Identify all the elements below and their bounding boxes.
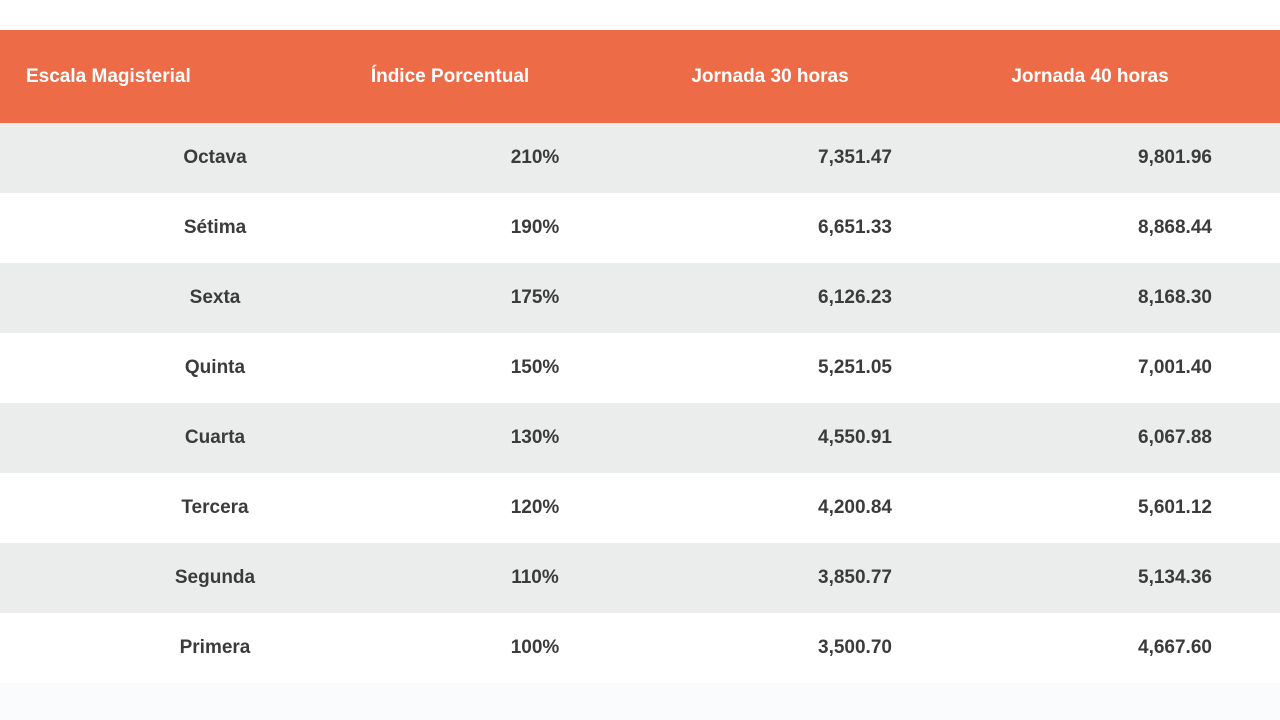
table-cell: 110% bbox=[511, 567, 559, 588]
column-header: Escala Magisterial bbox=[0, 30, 320, 123]
table-cell: 100% bbox=[510, 637, 560, 658]
table-row: Primera 100% 3,500.70 4,667.60 bbox=[0, 613, 1280, 683]
table-row: Tercera 120% 4,200.84 5,601.12 bbox=[0, 473, 1280, 543]
table-cell: 210% bbox=[510, 147, 560, 168]
table-cell: Quinta bbox=[184, 357, 246, 378]
table-cell: Segunda bbox=[174, 567, 256, 588]
table-cell: 4,550.91 bbox=[818, 427, 892, 448]
top-margin-strip bbox=[0, 0, 1280, 30]
table-row: Sexta 175% 6,126.23 8,168.30 bbox=[0, 263, 1280, 333]
table-cell: 8,168.30 bbox=[1138, 287, 1212, 308]
column-header: Jornada 40 horas bbox=[960, 30, 1280, 123]
table-cell: 5,601.12 bbox=[1138, 497, 1212, 518]
table-cell: Primera bbox=[179, 637, 251, 658]
table-row: Sétima 190% 6,651.33 8,868.44 bbox=[0, 193, 1280, 263]
table-cell: 6,126.23 bbox=[818, 287, 892, 308]
table-cell: Octava bbox=[183, 147, 247, 168]
table-cell: 3,500.70 bbox=[818, 637, 892, 658]
salary-scale-table: Escala Magisterial Índice Porcentual Jorna… bbox=[0, 30, 1280, 683]
table-cell: 6,651.33 bbox=[818, 217, 892, 238]
table-cell: 4,667.60 bbox=[1138, 637, 1212, 658]
table-cell: 130% bbox=[510, 427, 560, 448]
table-cell: 4,200.84 bbox=[818, 497, 892, 518]
table-cell: 190% bbox=[510, 217, 560, 238]
column-header: Jornada 30 horas bbox=[640, 30, 960, 123]
footer-band bbox=[0, 683, 1280, 720]
table-cell: 150% bbox=[510, 357, 560, 378]
table-cell: 7,001.40 bbox=[1138, 357, 1212, 378]
table-body: Octava 210% 7,351.47 9,801.96 Sétima 190% 6,65… bbox=[0, 123, 1280, 683]
table-cell: 8,868.44 bbox=[1138, 217, 1212, 238]
table-row: Octava 210% 7,351.47 9,801.96 bbox=[0, 123, 1280, 193]
table-cell: 7,351.47 bbox=[818, 147, 892, 168]
table-cell: 5,251.05 bbox=[818, 357, 892, 378]
table-cell: Sexta bbox=[189, 287, 241, 308]
table-cell: Tercera bbox=[181, 497, 249, 518]
column-header: Índice Porcentual bbox=[320, 30, 640, 123]
table-row: Cuarta 130% 4,550.91 6,067.88 bbox=[0, 403, 1280, 473]
table-cell: Cuarta bbox=[184, 427, 246, 448]
table-cell: 6,067.88 bbox=[1138, 427, 1212, 448]
table-header: Escala Magisterial Índice Porcentual Jorna… bbox=[0, 30, 1280, 123]
table-cell: 5,134.36 bbox=[1138, 567, 1212, 588]
table-row: Quinta 150% 5,251.05 7,001.40 bbox=[0, 333, 1280, 403]
table-cell: 175% bbox=[510, 287, 560, 308]
header-row: Escala Magisterial Índice Porcentual Jorna… bbox=[0, 30, 1280, 123]
table-row: Segunda 110% 3,850.77 5,134.36 bbox=[0, 543, 1280, 613]
table-cell: 120% bbox=[510, 497, 560, 518]
table-cell: Sétima bbox=[183, 217, 247, 238]
table-cell: 3,850.77 bbox=[818, 567, 892, 588]
table-cell: 9,801.96 bbox=[1138, 147, 1212, 168]
